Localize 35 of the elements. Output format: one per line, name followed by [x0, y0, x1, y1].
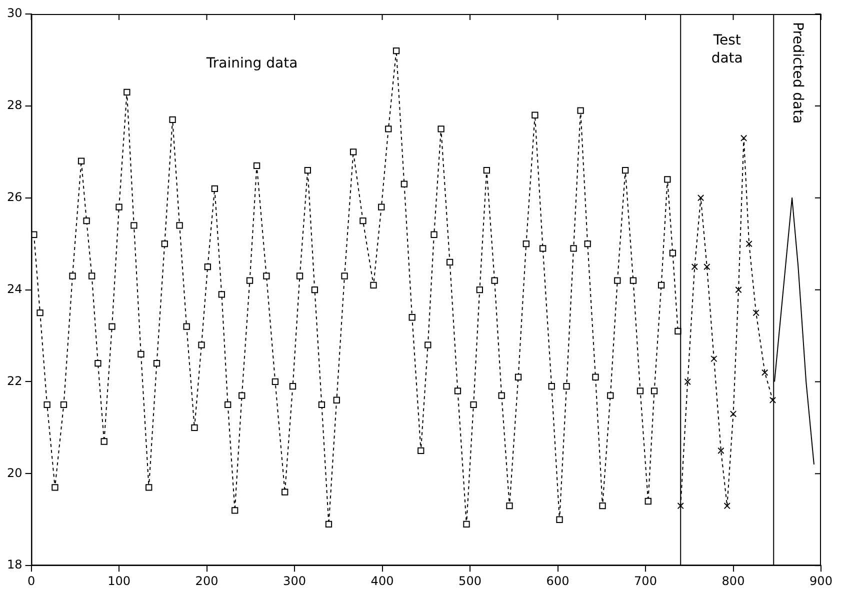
point — [752, 309, 760, 316]
y-tick-label: 20 — [6, 466, 22, 480]
y-tick-label: 26 — [6, 190, 22, 204]
point — [740, 134, 748, 142]
annotation: Predicted data — [790, 22, 806, 124]
point — [735, 286, 742, 294]
point — [710, 355, 718, 362]
x-tick-label: 100 — [108, 574, 130, 588]
y-tick-label: 18 — [6, 558, 22, 572]
x-tick-label: 700 — [634, 574, 657, 588]
x-tick-label: 900 — [810, 574, 832, 588]
point — [684, 378, 691, 386]
y-tick-label: 28 — [6, 98, 22, 112]
point — [691, 263, 698, 270]
y-tick-label: 30 — [6, 6, 22, 20]
x-tick-label: 800 — [722, 574, 745, 588]
x-tick-label: 0 — [27, 574, 36, 588]
point — [697, 194, 704, 202]
y-tick-label: 22 — [6, 374, 22, 388]
x-tick-label: 300 — [283, 574, 306, 588]
point — [718, 447, 724, 454]
x-tick-label: 400 — [370, 574, 394, 588]
point — [704, 263, 710, 270]
x-tick-label: 600 — [546, 574, 570, 588]
point — [762, 369, 768, 376]
y-tick-label: 24 — [6, 282, 22, 296]
annotation: Test data — [711, 32, 743, 67]
point — [769, 396, 776, 404]
point — [724, 502, 730, 510]
annotation: Training data — [205, 56, 298, 72]
point — [677, 502, 684, 510]
x-tick-label: 200 — [195, 574, 218, 588]
x-tick-label: 500 — [458, 574, 482, 588]
point — [730, 410, 737, 418]
point — [746, 240, 752, 248]
